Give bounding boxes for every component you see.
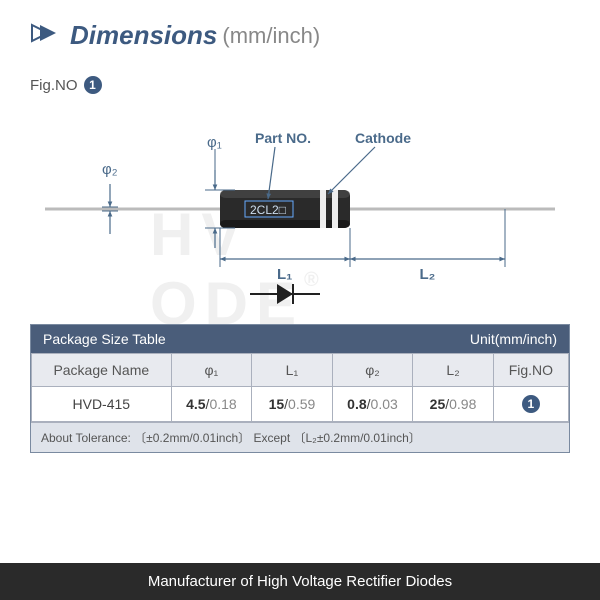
table-cell: HVD-415 [32,387,172,422]
title-unit: (mm/inch) [222,23,320,49]
tolerance-note: About Tolerance: 〔±0.2mm/0.01inch〕 Excep… [31,422,569,452]
table-cell: 25/0.98 [413,387,494,422]
table-row: HVD-4154.5/0.1815/0.590.8/0.0325/0.981 [32,387,569,422]
figno-row: Fig.NO 1 [30,76,570,94]
table-cell: 0.8/0.03 [332,387,413,422]
size-table: Package Size Table Unit(mm/inch) Package… [30,324,570,453]
figno-number: 1 [84,76,102,94]
svg-text:φ₂: φ₂ [102,161,118,178]
svg-text:2CL2□: 2CL2□ [250,203,286,217]
table-col-header: L₁ [252,354,333,387]
svg-text:Part NO.: Part NO. [255,130,311,146]
table-header-left: Package Size Table [43,331,166,347]
diagram: 2CL2□ φ₂ φ₁ Part NO. Cathode L₁ L₂ [30,119,570,319]
table-col-header: L₂ [413,354,494,387]
footer-banner: Manufacturer of High Voltage Rectifier D… [0,563,600,600]
svg-text:φ₁: φ₁ [207,134,222,151]
table-cell: 15/0.59 [252,387,333,422]
title-main: Dimensions [70,20,217,51]
table-col-header: φ₂ [332,354,413,387]
table-cell-figno: 1 [493,387,568,422]
table-col-header: Fig.NO [493,354,568,387]
svg-text:Cathode: Cathode [355,130,411,146]
table-header-right: Unit(mm/inch) [470,331,557,347]
figno-label: Fig.NO [30,77,78,94]
table-col-header: Package Name [32,354,172,387]
title-arrow-icon [30,22,60,49]
table-cell: 4.5/0.18 [171,387,252,422]
table-col-header: φ₁ [171,354,252,387]
svg-text:L₁: L₁ [277,266,292,283]
title-row: Dimensions (mm/inch) [30,20,570,51]
svg-text:L₂: L₂ [420,266,436,283]
